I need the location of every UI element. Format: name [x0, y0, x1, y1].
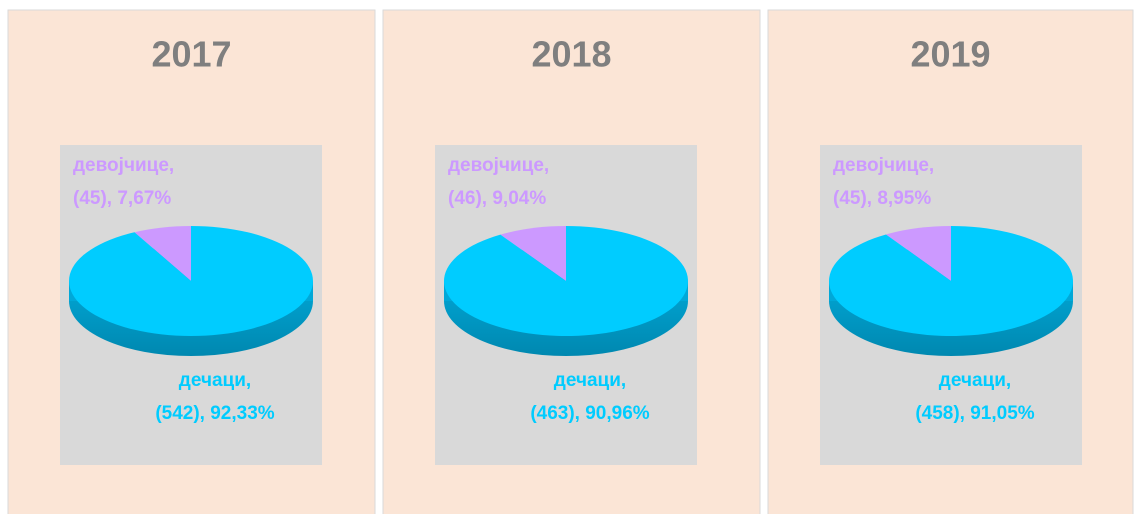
pie-slice	[68, 226, 313, 336]
chart-title: 2018	[531, 34, 611, 75]
data-label: (46), 9,04%	[448, 188, 546, 209]
data-label: (45), 7,67%	[73, 188, 171, 209]
data-label: (542), 92,33%	[155, 403, 274, 424]
data-label: дечаци,	[939, 370, 1011, 391]
chart-title: 2017	[151, 34, 231, 75]
pie-slice	[443, 226, 688, 336]
data-label: дечаци,	[179, 370, 251, 391]
pie-slice	[829, 226, 1073, 336]
data-label: (45), 8,95%	[833, 188, 931, 209]
pie-slice	[885, 226, 951, 281]
data-label: (463), 90,96%	[530, 403, 649, 424]
pie-slice	[500, 226, 566, 281]
pie-slice	[134, 226, 191, 281]
data-label: девојчице,	[73, 155, 174, 176]
data-label: (458), 91,05%	[915, 403, 1034, 424]
data-label: девојчице,	[833, 155, 934, 176]
data-label: девојчице,	[448, 155, 549, 176]
chart-title: 2019	[910, 34, 990, 75]
data-label: дечаци,	[554, 370, 626, 391]
